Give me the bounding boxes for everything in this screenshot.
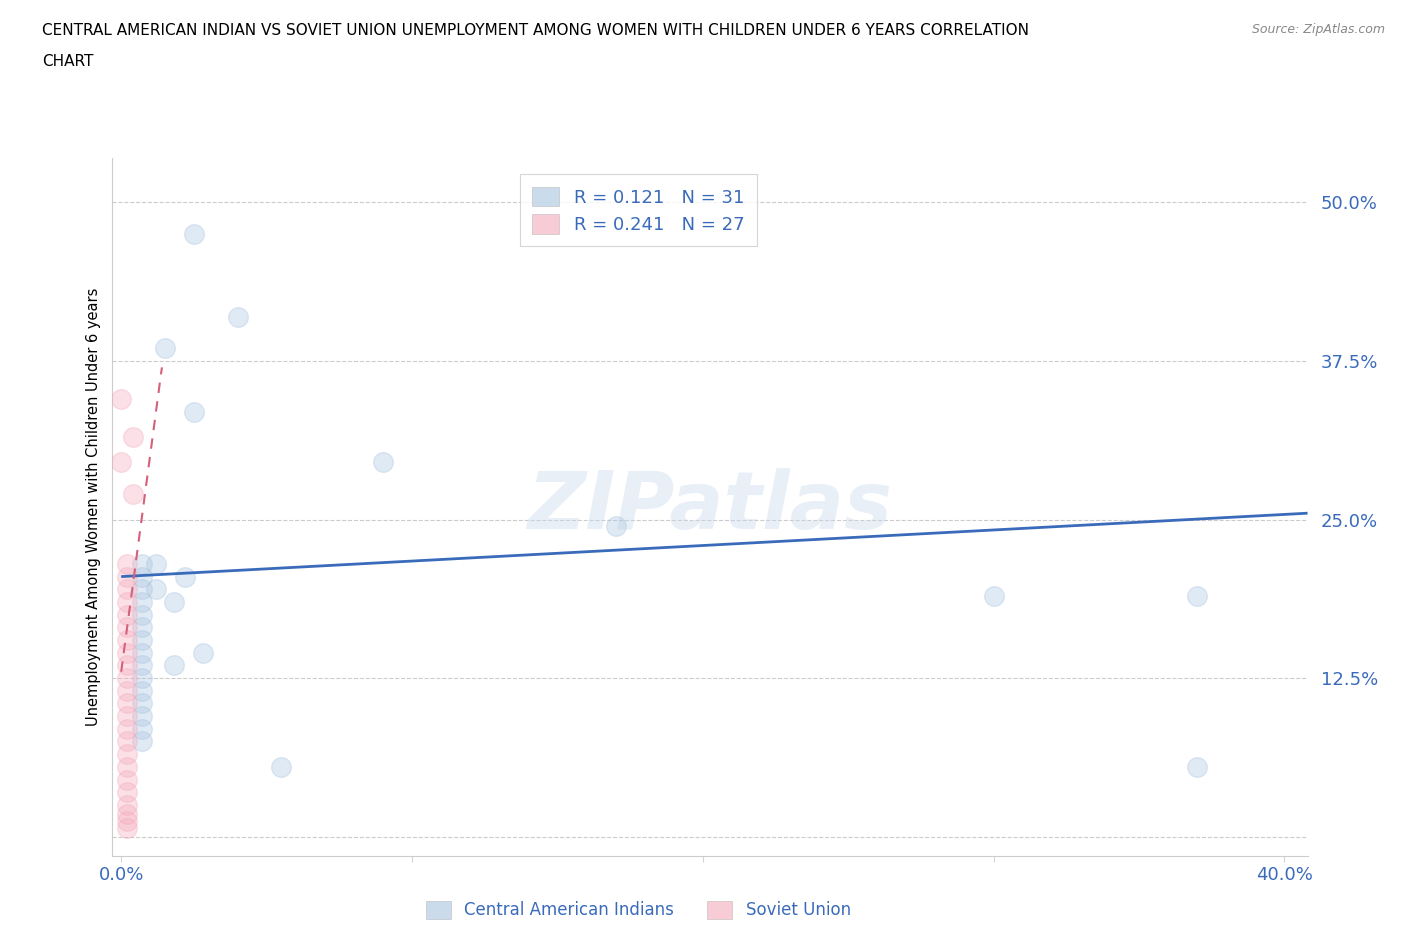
Point xyxy=(131,556,153,571)
Text: CHART: CHART xyxy=(42,54,94,69)
Point xyxy=(115,734,138,749)
Point xyxy=(145,582,167,597)
Point xyxy=(131,722,153,737)
Point xyxy=(162,658,184,672)
Point xyxy=(131,645,153,660)
Y-axis label: Unemployment Among Women with Children Under 6 years: Unemployment Among Women with Children U… xyxy=(86,287,101,726)
Point xyxy=(131,582,153,597)
Point xyxy=(115,607,138,622)
Point xyxy=(115,772,138,787)
Point xyxy=(115,797,138,812)
Text: ZIPatlas: ZIPatlas xyxy=(527,468,893,546)
Point xyxy=(131,620,153,635)
Point xyxy=(191,645,214,660)
Point xyxy=(115,747,138,762)
Point xyxy=(131,594,153,609)
Point xyxy=(115,696,138,711)
Point xyxy=(131,734,153,749)
Point xyxy=(115,814,138,829)
Point xyxy=(1185,760,1208,775)
Point xyxy=(115,582,138,597)
Point xyxy=(115,645,138,660)
Text: CENTRAL AMERICAN INDIAN VS SOVIET UNION UNEMPLOYMENT AMONG WOMEN WITH CHILDREN U: CENTRAL AMERICAN INDIAN VS SOVIET UNION … xyxy=(42,23,1029,38)
Point xyxy=(115,620,138,635)
Point xyxy=(115,632,138,647)
Point xyxy=(153,341,176,356)
Point xyxy=(162,594,184,609)
Point xyxy=(131,709,153,724)
Point xyxy=(121,430,143,445)
Point xyxy=(131,569,153,584)
Legend: Central American Indians, Soviet Union: Central American Indians, Soviet Union xyxy=(415,889,862,930)
Point xyxy=(145,556,167,571)
Point xyxy=(131,658,153,672)
Point xyxy=(121,486,143,501)
Point xyxy=(131,696,153,711)
Point xyxy=(115,594,138,609)
Point xyxy=(115,671,138,685)
Point xyxy=(115,709,138,724)
Point xyxy=(131,684,153,698)
Point xyxy=(115,785,138,800)
Point xyxy=(115,820,138,835)
Point xyxy=(183,227,205,242)
Point xyxy=(115,556,138,571)
Point xyxy=(174,569,197,584)
Point xyxy=(115,806,138,821)
Point xyxy=(131,632,153,647)
Text: Source: ZipAtlas.com: Source: ZipAtlas.com xyxy=(1251,23,1385,36)
Point xyxy=(1185,588,1208,603)
Point xyxy=(115,722,138,737)
Point xyxy=(131,671,153,685)
Point xyxy=(983,588,1005,603)
Point xyxy=(131,607,153,622)
Point xyxy=(371,455,394,470)
Point xyxy=(110,392,132,406)
Point xyxy=(183,405,205,419)
Point xyxy=(115,569,138,584)
Point xyxy=(115,658,138,672)
Point xyxy=(226,309,249,324)
Point xyxy=(110,455,132,470)
Point xyxy=(115,760,138,775)
Point xyxy=(605,518,627,533)
Point xyxy=(115,684,138,698)
Point xyxy=(270,760,292,775)
